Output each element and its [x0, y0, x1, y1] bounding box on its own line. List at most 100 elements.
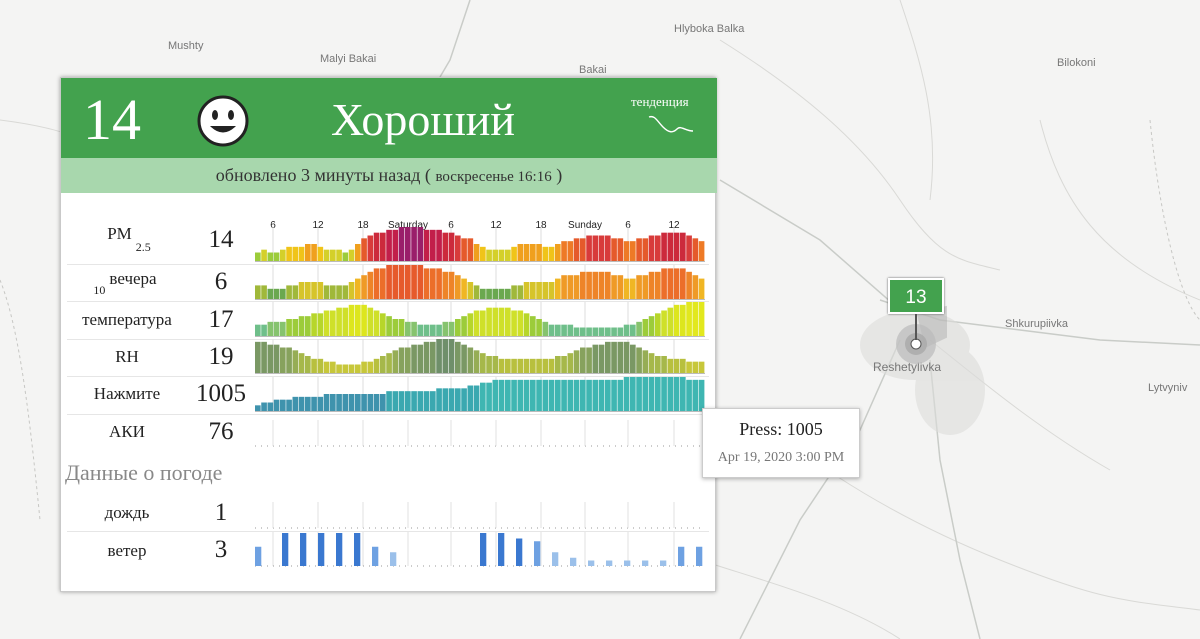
- chart-bar[interactable]: [411, 227, 417, 261]
- chart-bar[interactable]: [661, 356, 667, 373]
- chart-bar[interactable]: [667, 358, 674, 373]
- chart-bar[interactable]: [673, 304, 680, 336]
- chart-bar[interactable]: [523, 244, 530, 261]
- chart-bar[interactable]: [686, 361, 692, 373]
- chart-bar[interactable]: [686, 235, 692, 262]
- chart-bar[interactable]: [261, 341, 267, 373]
- chart-bar[interactable]: [448, 321, 455, 336]
- chart-bar[interactable]: [392, 229, 399, 261]
- chart-bar[interactable]: [380, 356, 386, 373]
- chart-bar[interactable]: [473, 285, 480, 299]
- chart-bar[interactable]: [567, 241, 574, 261]
- chart-bar[interactable]: [648, 377, 655, 411]
- chart-bar[interactable]: [698, 379, 705, 411]
- chart-bar[interactable]: [680, 377, 686, 411]
- chart-bar[interactable]: [392, 319, 399, 336]
- chart-bar[interactable]: [661, 377, 667, 411]
- chart-bar[interactable]: [636, 347, 642, 374]
- chart-bar[interactable]: [561, 379, 567, 411]
- chart-bar[interactable]: [411, 344, 417, 373]
- chart-bar[interactable]: [655, 313, 661, 336]
- chart-bar[interactable]: [661, 232, 667, 261]
- chart-bar[interactable]: [636, 238, 642, 261]
- chart-bar[interactable]: [655, 377, 661, 411]
- chart-bar[interactable]: [386, 229, 392, 261]
- chart-bar[interactable]: [542, 246, 549, 261]
- chart-bar[interactable]: [642, 275, 649, 299]
- chart-bar[interactable]: [286, 399, 292, 411]
- chart-bar[interactable]: [355, 304, 361, 336]
- chart-bar[interactable]: [461, 388, 467, 411]
- chart-bar[interactable]: [348, 249, 355, 261]
- chart-bar[interactable]: [630, 344, 636, 373]
- chart-bar[interactable]: [523, 313, 530, 336]
- chart-bar[interactable]: [342, 252, 349, 262]
- chart-bar[interactable]: [623, 324, 630, 336]
- chart-bar[interactable]: [636, 275, 642, 299]
- chart-bar[interactable]: [336, 364, 342, 374]
- chart-bar[interactable]: [692, 302, 699, 336]
- chart-bar[interactable]: [567, 275, 574, 299]
- chart-bar[interactable]: [455, 235, 461, 262]
- chart-bar[interactable]: [486, 356, 492, 373]
- chart-bar[interactable]: [680, 268, 686, 299]
- chart-bar[interactable]: [392, 391, 399, 411]
- chart-bar[interactable]: [267, 402, 274, 412]
- chart-bar[interactable]: [280, 249, 286, 261]
- chart-bar[interactable]: [692, 238, 699, 261]
- chart-bar[interactable]: [398, 391, 405, 411]
- chart-bar[interactable]: [411, 265, 417, 299]
- chart-bar[interactable]: [405, 347, 411, 374]
- chart-bar[interactable]: [292, 285, 299, 299]
- chart-bar[interactable]: [311, 313, 317, 336]
- chart-bar[interactable]: [661, 268, 667, 299]
- chart-bar[interactable]: [461, 344, 467, 373]
- chart-bar[interactable]: [642, 238, 649, 261]
- wind-bar[interactable]: [354, 533, 361, 566]
- chart-bar[interactable]: [311, 244, 317, 261]
- chart-bar[interactable]: [492, 249, 499, 261]
- chart-bar[interactable]: [330, 394, 336, 411]
- chart-bar[interactable]: [517, 358, 524, 373]
- chart-bar[interactable]: [605, 235, 611, 262]
- chart-bar[interactable]: [492, 307, 499, 336]
- chart-bar[interactable]: [623, 341, 630, 373]
- chart-bar[interactable]: [698, 241, 705, 261]
- chart-bar[interactable]: [386, 391, 392, 411]
- chart-bar[interactable]: [467, 313, 474, 336]
- chart-bar[interactable]: [548, 379, 555, 411]
- chart-bar[interactable]: [348, 304, 355, 336]
- chart-bar[interactable]: [323, 310, 330, 337]
- chart-bar[interactable]: [630, 278, 636, 299]
- chart-bar[interactable]: [323, 361, 330, 373]
- chart-bar[interactable]: [373, 310, 380, 337]
- chart-bar[interactable]: [273, 321, 280, 336]
- chart-bar[interactable]: [692, 379, 699, 411]
- chart-bar[interactable]: [661, 310, 667, 337]
- chart-bar[interactable]: [286, 285, 292, 299]
- chart-bar[interactable]: [398, 347, 405, 374]
- chart-bar[interactable]: [323, 249, 330, 261]
- chart-bar[interactable]: [548, 282, 555, 299]
- chart-bar[interactable]: [673, 358, 680, 373]
- chart-bar[interactable]: [655, 356, 661, 373]
- chart-bar[interactable]: [292, 319, 299, 336]
- chart-bar[interactable]: [542, 358, 549, 373]
- chart-bar[interactable]: [380, 313, 386, 336]
- chart-bar[interactable]: [555, 356, 561, 373]
- chart-bar[interactable]: [305, 356, 311, 373]
- chart-bar[interactable]: [430, 268, 436, 299]
- chart-bar[interactable]: [530, 244, 536, 261]
- chart-bar[interactable]: [517, 285, 524, 299]
- chart-bar[interactable]: [555, 244, 561, 261]
- chart-bar[interactable]: [342, 394, 349, 411]
- chart-bar[interactable]: [442, 339, 449, 373]
- chart-bar[interactable]: [436, 229, 442, 261]
- chart-bar[interactable]: [411, 391, 417, 411]
- chart-bar[interactable]: [348, 394, 355, 411]
- chart-bar[interactable]: [530, 358, 536, 373]
- chart-bar[interactable]: [648, 353, 655, 373]
- chart-bar[interactable]: [623, 377, 630, 411]
- trend-sparkline-icon[interactable]: [647, 111, 695, 137]
- chart-bar[interactable]: [567, 379, 574, 411]
